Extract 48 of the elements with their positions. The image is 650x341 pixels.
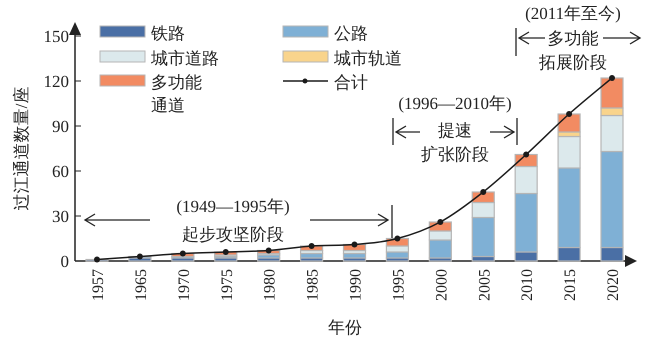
x-tick-label: 2010 [519,269,536,301]
y-axis-title: 过江通道数量/座 [12,86,31,210]
x-tick-label: 1995 [390,269,408,301]
x-tick-label: 2005 [476,269,494,301]
legend-label: 公路 [334,24,368,43]
point [180,250,186,256]
y-tick-label: 90 [52,117,69,136]
point [94,256,100,262]
point [523,152,530,158]
y-tick-label: 120 [44,72,69,91]
point [308,243,315,249]
x-tick-label: 1985 [304,269,322,301]
x-tick-label: 1957 [90,269,107,301]
y-tick-label: 150 [44,27,69,46]
annotation: (1996—2010年) [398,94,512,113]
x-tick-label: 2000 [433,269,450,301]
y-tick-label: 0 [60,252,69,271]
annotation: 起步攻坚阶段 [182,225,284,244]
legend-label: 铁路 [150,24,185,43]
y-tick-label: 30 [52,207,69,226]
legend-label: 城市轨道 [333,49,402,68]
point [136,254,143,260]
point [437,219,444,225]
annotation: (1949—1995年) [176,197,290,216]
annotation: 提速 [438,121,472,140]
x-tick-label: 1970 [176,269,193,301]
x-tick-label: 1990 [348,269,364,301]
x-tick-label: 1980 [262,269,279,301]
annotation: 多功能 [548,29,598,48]
point [266,248,272,254]
annotation: 扩张阶段 [421,145,489,164]
x-tick-label: 2015 [562,269,580,301]
text: (2011年至今) [525,4,621,23]
point [609,75,615,81]
x-tick-label: 1975 [218,269,236,301]
point [480,189,486,195]
annotation: 拓展阶段 [538,53,607,72]
point [566,111,572,117]
point [222,249,229,255]
legend-label: 城市道路 [150,49,219,68]
x-tick-label: 2020 [605,269,622,301]
bar [557,113,581,133]
y-tick-label: 60 [52,162,69,181]
x-tick-label: 1965 [132,269,150,301]
legend-label: 合计 [334,73,368,92]
x-axis-title: 年份 [328,318,362,337]
point [394,236,400,242]
legend-label: 多功能通道 [151,73,202,115]
